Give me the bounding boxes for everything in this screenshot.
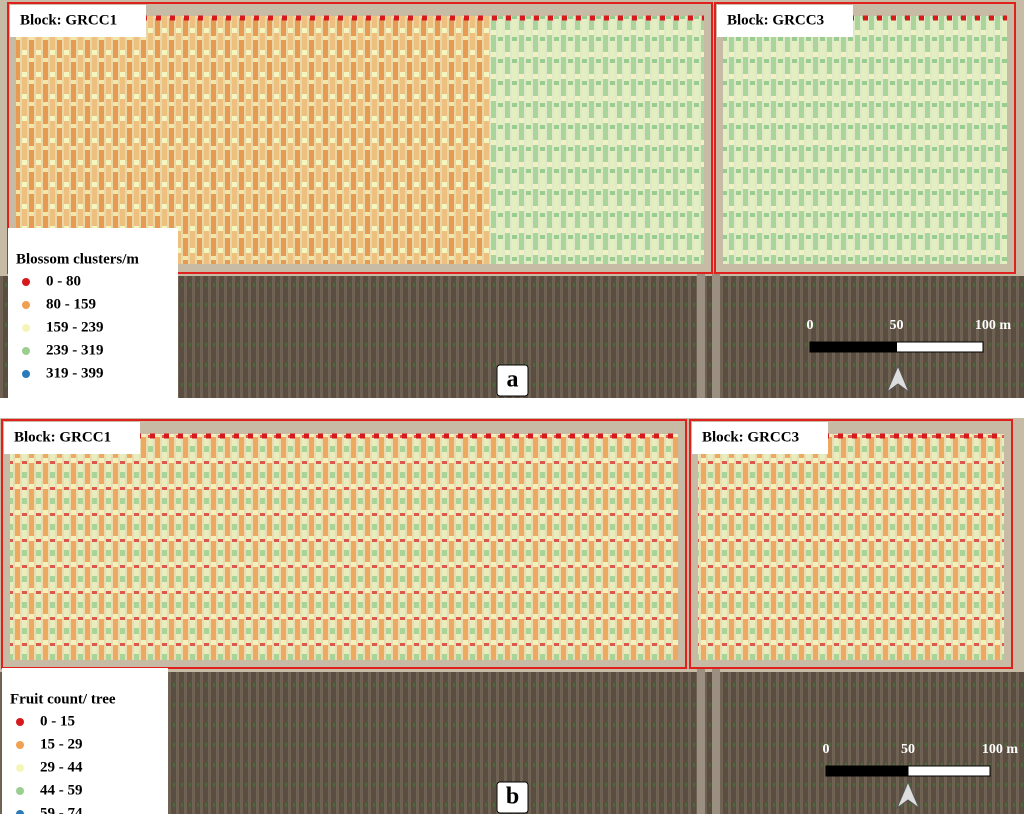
legend-label: 59 - 74: [40, 805, 83, 814]
block-label-box: [10, 5, 146, 37]
legend-swatch: [16, 787, 24, 795]
road: [697, 272, 705, 398]
legend-label: 239 - 319: [46, 342, 104, 358]
legend-label: 80 - 159: [46, 296, 96, 312]
legend-label: 159 - 239: [46, 319, 104, 335]
orchard-rows: [698, 434, 1004, 660]
block-label-box: [692, 422, 828, 454]
block-label: Block: GRCC1: [20, 12, 117, 28]
north-arrow: [895, 780, 921, 810]
legend-swatch: [22, 324, 30, 332]
block-boundary: [7, 2, 713, 274]
panel-label: a: [507, 367, 519, 393]
legend-title: Fruit count/ tree: [10, 691, 116, 707]
legend-swatch: [16, 810, 24, 814]
block-boundary: [1, 419, 687, 669]
legend-swatch: [22, 301, 30, 309]
block-boundary: [714, 2, 1016, 274]
road: [712, 668, 720, 814]
legend-label: 44 - 59: [40, 782, 83, 798]
panel-label-box: [496, 364, 529, 397]
legend-label: 0 - 80: [46, 273, 81, 289]
legend-label: 0 - 15: [40, 713, 75, 729]
legend-label: 319 - 399: [46, 365, 104, 381]
legend-swatch: [22, 347, 30, 355]
scale-bar-black: [825, 765, 909, 777]
block-label: Block: GRCC1: [14, 429, 111, 445]
legend-label: 15 - 29: [40, 736, 83, 752]
orchard-rows: [16, 16, 490, 264]
scale-bar-white: [907, 765, 991, 777]
legend-swatch: [16, 764, 24, 772]
scale-label: 0: [807, 318, 814, 333]
legend-box: [2, 668, 168, 814]
scale-label: 100 m: [982, 742, 1019, 757]
scale-label: 50: [890, 318, 904, 333]
legend-swatch: [22, 278, 30, 286]
orchard-rows: [10, 434, 678, 660]
scale-label: 100 m: [975, 318, 1012, 333]
panel-label: b: [506, 784, 519, 810]
legend-swatch: [22, 370, 30, 378]
legend-swatch: [16, 741, 24, 749]
block-label-box: [4, 422, 140, 454]
block-label: Block: GRCC3: [727, 12, 824, 28]
orchard-rows: [490, 16, 704, 264]
scale-label: 0: [823, 742, 830, 757]
legend-title: Blossom clusters/m: [16, 251, 139, 267]
legend-swatch: [16, 718, 24, 726]
block-boundary: [689, 419, 1013, 669]
legend-label: 29 - 44: [40, 759, 83, 775]
legend-box: [8, 228, 178, 398]
block-label-box: [717, 5, 853, 37]
road: [712, 272, 720, 398]
north-arrow: [885, 364, 911, 394]
panel-label-box: [496, 781, 529, 814]
scale-bar-white: [896, 341, 984, 353]
road: [697, 668, 705, 814]
orchard-rows: [723, 16, 1007, 264]
scale-label: 50: [901, 742, 915, 757]
scale-bar-black: [809, 341, 897, 353]
block-label: Block: GRCC3: [702, 429, 799, 445]
